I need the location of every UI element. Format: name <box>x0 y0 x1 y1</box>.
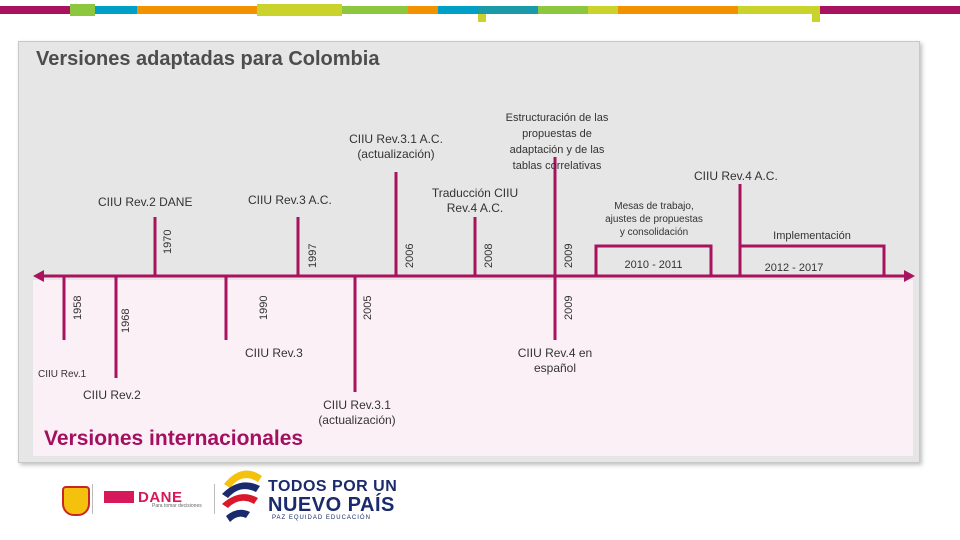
label-line: (actualización) <box>318 413 396 427</box>
top-bar-segment <box>70 4 95 16</box>
timeline-arrow-left <box>33 270 44 282</box>
label-mesas-de-trabajo: Mesas de trabajo, ajustes de propuestas … <box>588 200 720 239</box>
logo-divider <box>92 484 93 514</box>
label-line: CIIU Rev.3.1 <box>323 398 391 412</box>
top-bar-segment <box>588 6 618 14</box>
top-bar-segment <box>820 6 960 14</box>
dane-logo-mark <box>104 491 134 503</box>
label-line: CIIU Rev.3.1 A.C. <box>349 132 443 146</box>
top-bar-segment <box>478 6 538 14</box>
year-2009-international: 2009 <box>563 295 575 320</box>
top-bar-segment <box>478 14 486 22</box>
label-line: adaptación y de las <box>509 144 605 156</box>
top-bar-segment <box>95 6 137 14</box>
year-2006: 2006 <box>404 243 416 268</box>
international-versions-title: Versiones internacionales <box>44 427 304 450</box>
top-bar-segment <box>257 4 342 16</box>
top-bar-segment <box>618 6 738 14</box>
label-line: Rev.4 A.C. <box>446 201 504 215</box>
label-line: propuestas de <box>522 128 592 140</box>
colombia-coat-of-arms-icon <box>62 486 90 516</box>
year-2008: 2008 <box>483 243 495 268</box>
top-bar-segment <box>438 6 478 14</box>
label-implementacion: Implementación <box>773 230 851 242</box>
top-bar-segment <box>342 6 408 14</box>
label-ciiu-rev31: CIIU Rev.3.1 (actualización) <box>302 398 412 428</box>
year-1990: 1990 <box>258 295 270 320</box>
dane-logo-tagline: Para tomar decisiones <box>152 503 202 509</box>
year-2009-national: 2009 <box>563 243 575 268</box>
label-ciiu-rev4-espanol: CIIU Rev.4 en español <box>500 346 610 376</box>
top-bar-segment <box>408 6 438 14</box>
national-versions-title: Versiones adaptadas para Colombia <box>36 48 380 70</box>
label-ciiu-rev2-dane: CIIU Rev.2 DANE <box>98 195 193 209</box>
label-traduccion-ciiu: Traducción CIIU Rev.4 A.C. <box>420 186 530 216</box>
label-ciiu-rev3-ac: CIIU Rev.3 A.C. <box>248 193 332 207</box>
label-line: ajustes de propuestas <box>605 214 703 225</box>
international-area <box>33 280 913 456</box>
label-line: (actualización) <box>357 147 435 161</box>
todos-por-un-nuevo-pais-emblem-icon <box>222 470 262 522</box>
label-estructuracion: Estructuración de las propuestas de adap… <box>492 110 622 174</box>
label-line: y consolidación <box>619 227 689 238</box>
paz-equidad-educacion-text: PAZ EQUIDAD EDUCACIÓN <box>272 515 371 521</box>
label-ciiu-rev1: CIIU Rev.1 <box>38 369 87 380</box>
year-1968: 1968 <box>120 308 132 333</box>
label-ciiu-rev4-ac: CIIU Rev.4 A.C. <box>694 169 778 183</box>
top-bar-segment <box>538 6 588 14</box>
label-ciiu-rev3: CIIU Rev.3 <box>245 346 303 360</box>
range-2010-2011: 2010 - 2011 <box>624 259 683 271</box>
top-bar-segment <box>0 6 70 14</box>
dane-logo: DANE Para tomar decisiones <box>104 489 204 509</box>
year-1958: 1958 <box>72 295 84 320</box>
timeline-arrow-right <box>904 270 915 282</box>
label-line: Mesas de trabajo, <box>614 201 694 212</box>
nuevo-pais-text: NUEVO PAÍS <box>268 494 395 516</box>
bracket-2012-2017 <box>738 244 886 276</box>
todos-por-un-text: TODOS POR UN <box>268 478 398 495</box>
dane-logo-text: DANE <box>138 489 183 506</box>
label-line: CIIU Rev.4 en <box>517 346 593 360</box>
label-ciiu-rev31-ac: CIIU Rev.3.1 A.C. (actualización) <box>338 132 454 162</box>
top-bar-segment <box>738 6 820 14</box>
top-color-bar <box>0 0 960 24</box>
bracket-2010-2011 <box>594 244 713 276</box>
top-bar-segment <box>812 14 820 22</box>
year-2005: 2005 <box>362 295 374 320</box>
logo-divider <box>214 484 215 514</box>
year-1997: 1997 <box>307 243 319 268</box>
top-bar-segment <box>137 6 257 14</box>
range-2012-2017: 2012 - 2017 <box>764 262 824 274</box>
label-ciiu-rev2: CIIU Rev.2 <box>83 388 141 402</box>
year-1970: 1970 <box>162 229 174 254</box>
label-line: Estructuración de las <box>505 112 609 124</box>
label-line: español <box>533 361 577 375</box>
label-line: tablas correlativas <box>512 160 602 172</box>
label-line: Traducción CIIU <box>431 186 519 200</box>
